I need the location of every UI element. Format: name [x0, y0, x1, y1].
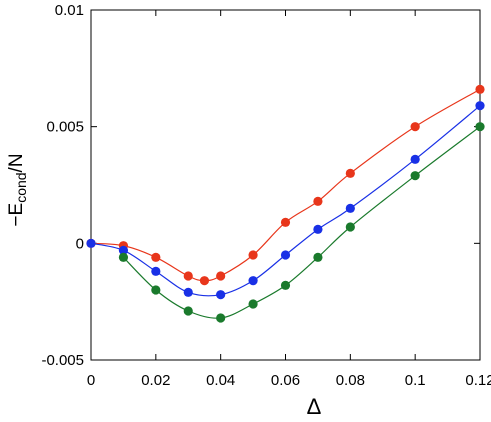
- data-point: [280, 280, 291, 290]
- data-point: [118, 252, 129, 262]
- data-point: [475, 101, 485, 111]
- data-point: [313, 252, 323, 262]
- data-point: [280, 250, 291, 260]
- data-point: [183, 287, 193, 297]
- y-axis-title: −Econd/N: [6, 153, 29, 226]
- y-axis-title-tail: /N: [6, 153, 27, 172]
- data-point: [118, 245, 129, 255]
- y-tick-label: -0.005: [41, 352, 84, 369]
- series-line: [122, 126, 481, 319]
- data-point: [216, 290, 226, 300]
- x-tick-label: 0.08: [336, 372, 365, 389]
- series-line: [90, 105, 481, 297]
- data-point: [199, 276, 210, 286]
- data-point: [248, 276, 258, 286]
- data-point: [216, 271, 226, 281]
- data-point: [345, 168, 355, 178]
- y-axis-ticks: -0.005 0 0.005 0.01: [41, 2, 480, 369]
- y-tick-label: 0.01: [55, 2, 84, 19]
- x-tick-label: 0.02: [141, 372, 170, 389]
- data-point: [248, 299, 258, 309]
- data-point: [345, 222, 355, 232]
- data-point: [183, 271, 193, 281]
- x-axis-title: Δ: [307, 394, 322, 417]
- data-point: [410, 154, 420, 164]
- data-point: [475, 122, 485, 132]
- y-tick-label: 0: [76, 235, 84, 252]
- series-2: [118, 122, 485, 323]
- data-point: [183, 306, 193, 316]
- x-tick-label: 0: [87, 372, 95, 389]
- data-point: [313, 224, 323, 234]
- data-point: [475, 84, 485, 94]
- plot-frame: [90, 9, 481, 361]
- data-point: [151, 285, 161, 295]
- x-tick-label: 0.04: [206, 372, 235, 389]
- data-point: [313, 196, 323, 206]
- x-tick-label: 0.12: [465, 372, 491, 389]
- data-point: [248, 250, 258, 260]
- x-tick-label: 0.1: [405, 372, 426, 389]
- data-point: [86, 238, 96, 248]
- series-1: [86, 101, 485, 300]
- data-point: [345, 203, 355, 213]
- data-point: [216, 313, 226, 323]
- y-tick-label: 0.005: [46, 119, 84, 136]
- x-tick-label: 0.06: [271, 372, 300, 389]
- data-point: [410, 171, 420, 181]
- y-axis-title-subscript: cond: [13, 172, 29, 202]
- y-axis-title-main: −E: [6, 203, 27, 227]
- data-point: [410, 122, 420, 132]
- x-axis-ticks: 0 0.02 0.04 0.06 0.08 0.1 0.12: [87, 10, 491, 389]
- data-point: [151, 252, 161, 262]
- data-point: [280, 217, 291, 227]
- data-point: [151, 266, 161, 276]
- series-layer: [86, 84, 485, 323]
